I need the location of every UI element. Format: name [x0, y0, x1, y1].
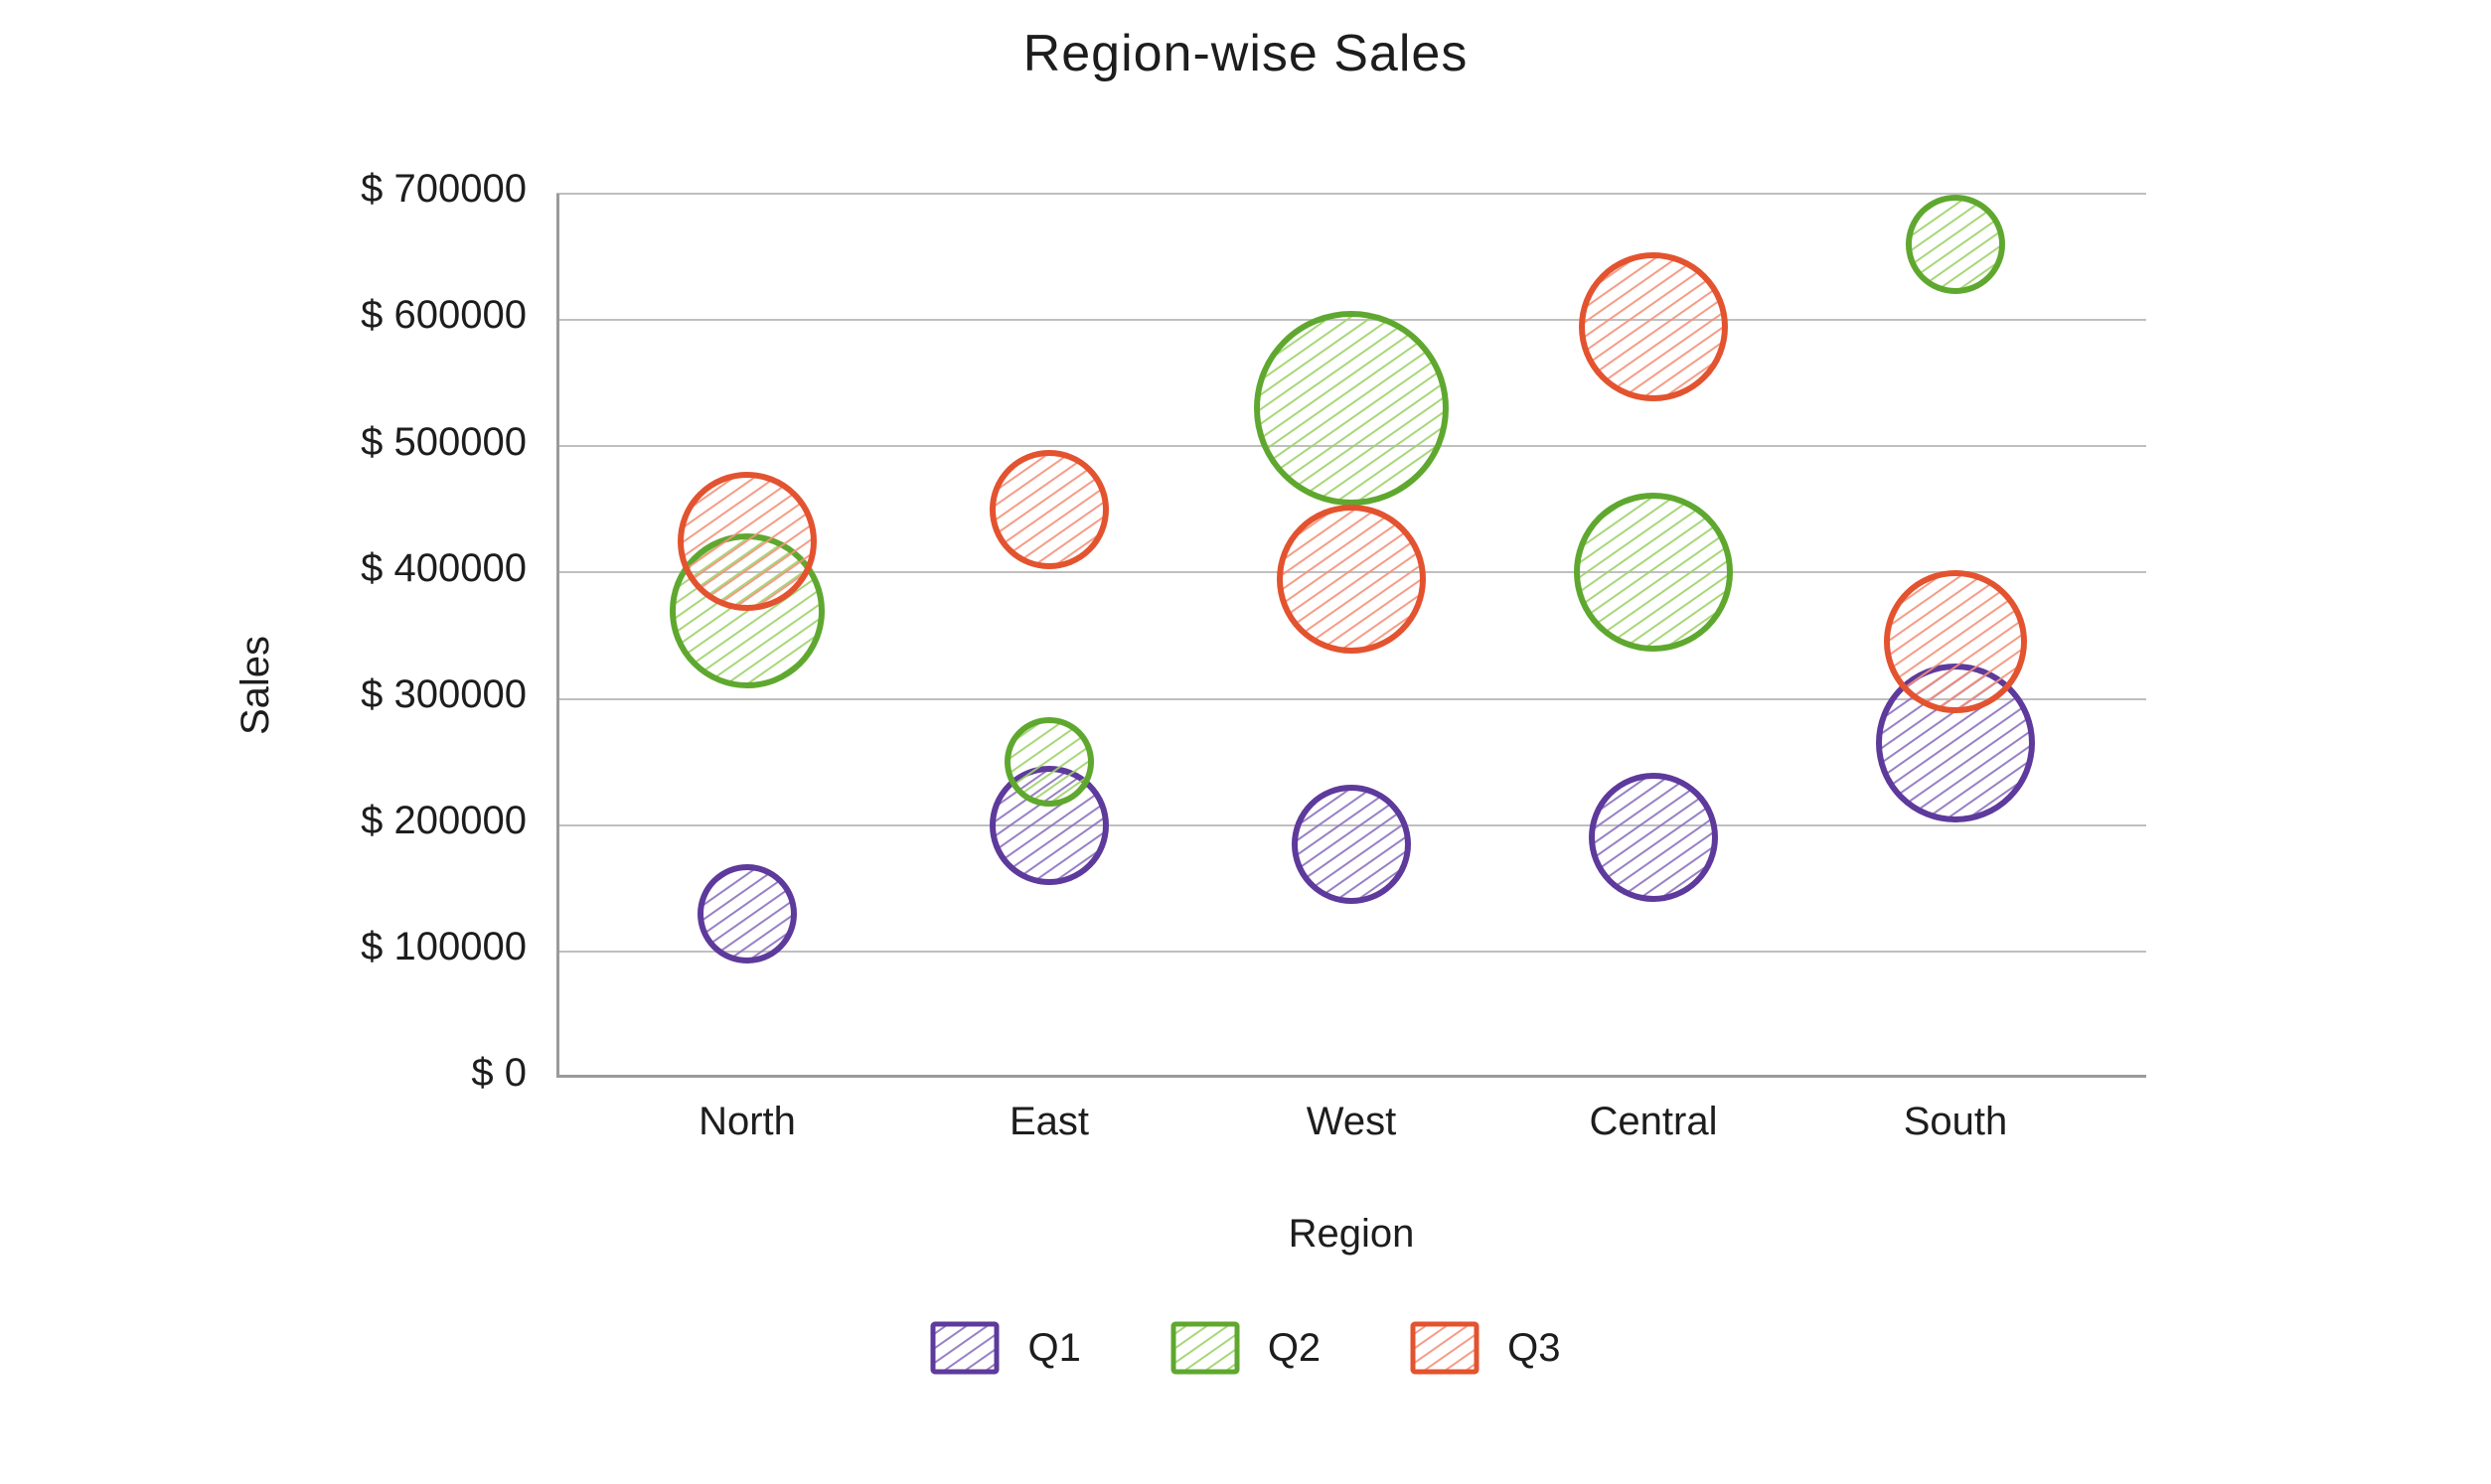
- bubble-q1-north: [698, 864, 797, 964]
- y-tick-label: $ 0: [268, 1051, 527, 1096]
- bubble-q3-north: [678, 472, 817, 611]
- y-tick-label: $ 300000: [268, 672, 527, 717]
- legend-swatch-q1: [930, 1321, 1000, 1375]
- legend-label: Q3: [1507, 1326, 1560, 1371]
- legend: Q1 Q2 Q3: [0, 1321, 2491, 1375]
- legend-label: Q2: [1268, 1326, 1321, 1371]
- legend-item-q1: Q1: [930, 1321, 1080, 1375]
- bubble-q3-west: [1277, 505, 1426, 654]
- bubble-q3-east: [990, 450, 1109, 569]
- chart-container: { "chart": { "type": "bubble", "title": …: [0, 0, 2491, 1484]
- bubble-q3-central: [1579, 252, 1728, 401]
- bubble-q2-west: [1254, 311, 1449, 506]
- legend-item-q3: Q3: [1410, 1321, 1560, 1375]
- bubble-q3-south: [1884, 570, 2027, 713]
- legend-swatch-q2: [1170, 1321, 1240, 1375]
- bubble-q2-south: [1906, 195, 2005, 294]
- x-tick-label: Central: [1590, 1100, 1718, 1144]
- legend-item-q2: Q2: [1170, 1321, 1321, 1375]
- x-tick-label: South: [1904, 1100, 2008, 1144]
- y-axis: [556, 194, 559, 1078]
- y-tick-label: $ 700000: [268, 167, 527, 212]
- chart-title: Region-wise Sales: [0, 24, 2491, 83]
- y-tick-label: $ 100000: [268, 925, 527, 969]
- plot-area: [556, 194, 2146, 1078]
- y-tick-label: $ 200000: [268, 799, 527, 843]
- x-tick-label: North: [699, 1100, 796, 1144]
- x-axis-label: Region: [556, 1212, 2146, 1257]
- legend-swatch-q3: [1410, 1321, 1479, 1375]
- bubble-q2-east: [1005, 717, 1094, 807]
- y-tick-label: $ 600000: [268, 293, 527, 338]
- bubble-q1-central: [1589, 773, 1718, 902]
- legend-label: Q1: [1027, 1326, 1080, 1371]
- bubble-q2-central: [1574, 493, 1733, 652]
- y-tick-label: $ 400000: [268, 546, 527, 591]
- bubble-q1-west: [1292, 785, 1411, 904]
- x-tick-label: East: [1010, 1100, 1089, 1144]
- y-tick-label: $ 500000: [268, 420, 527, 465]
- x-axis: [556, 1075, 2146, 1078]
- x-tick-label: West: [1307, 1100, 1396, 1144]
